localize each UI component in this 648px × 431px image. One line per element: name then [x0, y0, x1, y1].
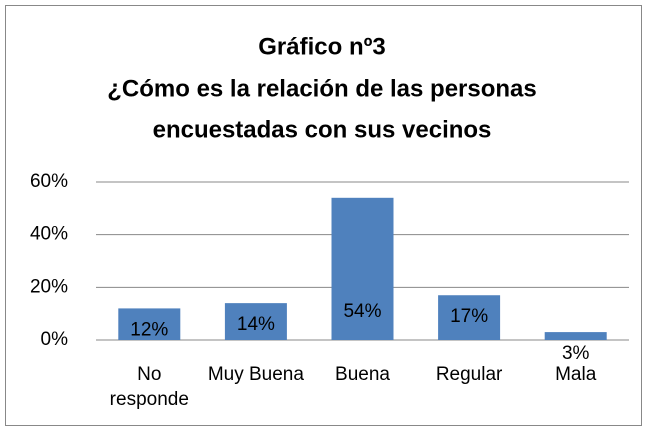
data-label: 3%: [562, 343, 590, 364]
data-label: 14%: [237, 314, 275, 335]
bar: [118, 308, 181, 340]
x-tick-label: No responde: [109, 364, 189, 410]
chart-title: ¿Cómo es la relación de las personas: [107, 75, 537, 102]
x-tick-label: Mala: [555, 364, 597, 385]
x-tick-label: Buena: [335, 364, 390, 385]
y-tick-label: 40%: [30, 224, 68, 245]
bar: [331, 197, 394, 340]
y-tick-label: 20%: [30, 276, 68, 297]
data-label: 12%: [130, 319, 168, 340]
data-label: 17%: [450, 306, 488, 327]
y-tick-label: 0%: [41, 329, 69, 350]
y-tick-label: 60%: [30, 171, 68, 192]
data-label: 54%: [343, 301, 381, 322]
chart-title: Gráfico nº3: [258, 33, 385, 60]
x-tick-label: Regular: [435, 364, 503, 385]
x-tick-label: Muy Buena: [207, 364, 304, 385]
bar: [438, 295, 501, 340]
bar: [544, 332, 607, 340]
chart-title: encuestadas con sus vecinos: [153, 116, 492, 143]
bar: [224, 303, 287, 340]
chart-border: [5, 5, 642, 426]
